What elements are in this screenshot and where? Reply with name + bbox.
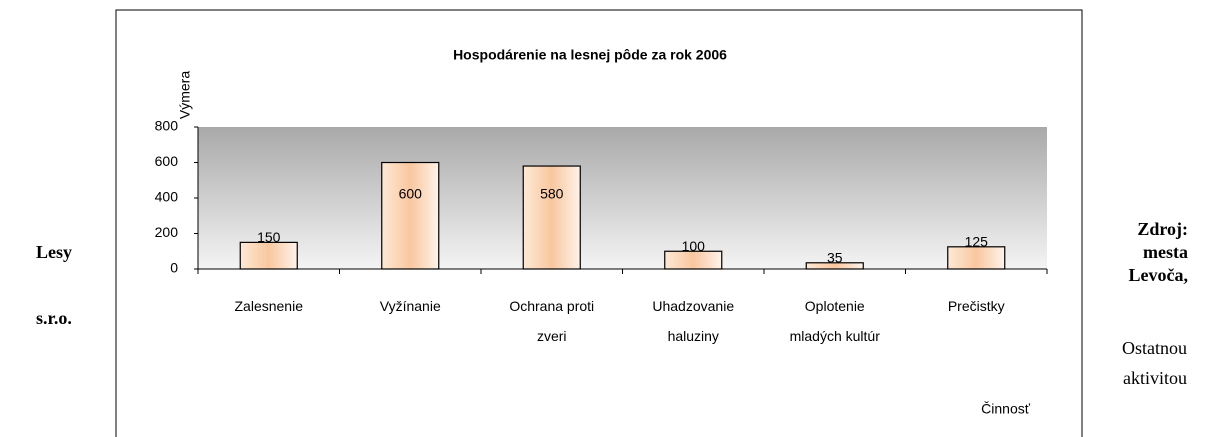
bar — [239, 241, 298, 270]
right-text: Zdroj: — [1137, 219, 1188, 239]
right-text: Ostatnou — [1122, 338, 1187, 358]
x-tick-label: Zalesnenie — [235, 298, 304, 314]
bar — [381, 161, 440, 270]
data-label: 600 — [399, 186, 423, 202]
y-axis-label: Výmera — [177, 71, 193, 119]
x-axis-label: Činnosť — [981, 401, 1031, 417]
y-tick-label: 800 — [155, 118, 179, 134]
y-tick-label: 200 — [155, 224, 179, 240]
left-text: Lesy — [36, 242, 72, 262]
bar — [947, 246, 1006, 270]
bar — [805, 262, 864, 270]
y-tick-label: 600 — [155, 153, 179, 169]
y-tick-label: 0 — [170, 260, 178, 276]
left-text: s.r.o. — [36, 308, 72, 328]
x-tick-label: Oplotenie mladých kultúr — [790, 298, 881, 344]
chart-title: Hospodárenie na lesnej pôde za rok 2006 — [453, 47, 727, 63]
plot-area — [198, 127, 1047, 269]
x-tick-label: Ochrana proti zveri — [509, 298, 594, 344]
right-text: mesta — [1143, 242, 1188, 262]
data-label: 125 — [965, 234, 989, 250]
data-label: 35 — [827, 249, 843, 265]
x-tick-label: Uhadzovanie haluziny — [652, 298, 734, 344]
x-tick-label: Prečistky — [948, 298, 1005, 314]
right-text: aktivitou — [1123, 368, 1187, 388]
bar — [522, 165, 581, 270]
data-label: 100 — [682, 238, 706, 254]
right-text: Levoča, — [1129, 265, 1188, 285]
bar — [664, 250, 723, 270]
x-tick-label: Vyžínanie — [380, 298, 441, 314]
data-label: 580 — [540, 186, 564, 202]
data-label: 150 — [257, 229, 281, 245]
y-tick-label: 400 — [155, 189, 179, 205]
